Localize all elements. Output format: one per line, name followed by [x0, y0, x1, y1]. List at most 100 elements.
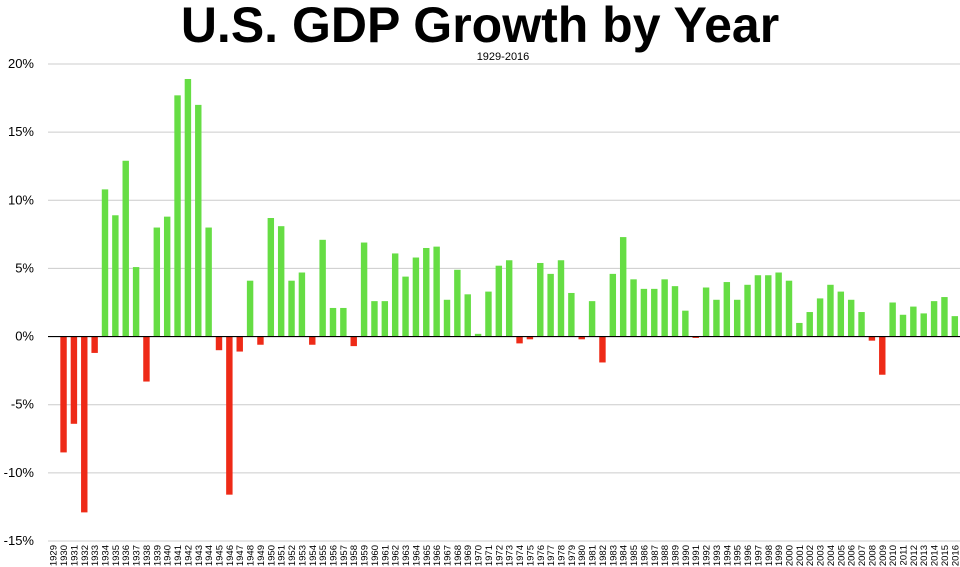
x-tick-label: 1995 — [733, 545, 744, 566]
x-tick-label: 1951 — [277, 545, 288, 566]
bar-1952 — [288, 280, 295, 337]
bar-1966 — [433, 246, 440, 337]
x-tick-label: 1979 — [567, 545, 578, 566]
x-tick-label: 1929 — [49, 545, 60, 566]
bar-1949 — [257, 336, 264, 345]
bar-2009 — [879, 336, 886, 375]
y-tick-label: 10% — [8, 192, 34, 207]
y-tick-labels: 20% 15% 10% 5% 0% -5% -10% -15% — [4, 56, 35, 548]
x-tick-label: 2003 — [816, 545, 827, 566]
chart-title: U.S. GDP Growth by Year — [180, 0, 780, 53]
x-tick-label: 1973 — [505, 545, 516, 566]
x-tick-label: 1976 — [536, 545, 547, 566]
x-tick-label: 2006 — [847, 545, 858, 566]
x-tick-label: 1959 — [360, 545, 371, 566]
x-tick-label: 1942 — [183, 545, 194, 566]
bar-1948 — [246, 280, 254, 337]
x-tick-label: 2005 — [836, 545, 847, 566]
bar-1985 — [630, 279, 637, 337]
bar-1944 — [205, 227, 212, 337]
bar-1957 — [340, 307, 347, 337]
bar-1981 — [588, 301, 596, 337]
x-tick-label: 1972 — [494, 545, 505, 566]
bar-2007 — [858, 312, 865, 337]
bar-1936 — [122, 160, 129, 337]
y-tick-label: 20% — [8, 56, 34, 71]
x-tick-label: 1982 — [598, 545, 609, 566]
bar-1947 — [236, 336, 243, 352]
bar-1968 — [454, 269, 461, 337]
bar-2013 — [920, 313, 927, 337]
bar-1973 — [505, 260, 513, 337]
x-tick-label: 1963 — [401, 545, 412, 566]
x-tick-label: 1981 — [588, 545, 599, 566]
y-tick-label: 15% — [8, 124, 34, 139]
bar-1997 — [754, 275, 762, 337]
bar-1988 — [661, 279, 668, 337]
x-tick-label: 1968 — [453, 545, 464, 566]
y-tick-label: 5% — [15, 260, 34, 275]
x-tick-label: 1940 — [163, 545, 174, 566]
x-tick-label: 1967 — [443, 545, 454, 566]
bar-2003 — [816, 298, 824, 337]
bar-2002 — [806, 312, 813, 337]
x-tick-label: 1954 — [308, 545, 319, 566]
bar-1984 — [619, 237, 627, 337]
bar-2015 — [941, 297, 948, 337]
bar-1990 — [682, 310, 689, 337]
x-tick-label: 2013 — [919, 545, 930, 566]
x-tick-label: 1990 — [681, 545, 692, 566]
x-tick-label: 1966 — [432, 545, 443, 566]
x-tick-label: 2012 — [909, 545, 920, 566]
bar-1938 — [143, 336, 150, 382]
x-tick-label: 1962 — [391, 545, 402, 566]
bar-1971 — [485, 291, 492, 337]
bar-1958 — [350, 336, 357, 347]
x-tick-label: 1953 — [297, 545, 308, 566]
x-tick-label: 1960 — [370, 545, 381, 566]
bar-2012 — [910, 306, 917, 337]
bar-1986 — [640, 288, 648, 337]
x-tick-labels: 1929 1930 1931 1932 1933 1934 1935 1936 1937 1938… — [49, 545, 960, 566]
x-tick-label: 1930 — [59, 545, 70, 566]
x-tick-label: 1935 — [111, 545, 122, 566]
x-tick-label: 1983 — [608, 545, 619, 566]
x-tick-label: 1988 — [660, 545, 671, 566]
x-tick-label: 1978 — [557, 545, 568, 566]
bar-1998 — [765, 275, 772, 337]
x-tick-label: 1938 — [142, 545, 153, 566]
bar-1955 — [319, 239, 326, 337]
x-tick-label: 1986 — [639, 545, 650, 566]
x-tick-label: 2010 — [888, 545, 899, 566]
bar-1961 — [381, 301, 389, 337]
bar-1934 — [101, 189, 109, 337]
x-tick-label: 1933 — [90, 545, 101, 566]
grid-lines — [48, 63, 960, 542]
bar-1975 — [526, 336, 534, 340]
x-tick-label: 1996 — [743, 545, 754, 566]
x-tick-label: 1934 — [101, 545, 112, 566]
x-tick-label: 1937 — [132, 545, 143, 566]
bar-1950 — [267, 218, 275, 337]
bar-2016 — [951, 316, 959, 337]
x-tick-label: 1964 — [411, 545, 422, 566]
x-tick-label: 2000 — [785, 545, 796, 566]
x-tick-label: 1932 — [80, 545, 91, 566]
x-tick-label: 1941 — [173, 545, 184, 566]
x-tick-label: 1969 — [463, 545, 474, 566]
bar-1937 — [132, 267, 140, 337]
x-tick-label: 1943 — [194, 545, 205, 566]
bar-1930 — [60, 336, 67, 453]
y-tick-label: -10% — [4, 465, 35, 480]
bar-1956 — [329, 307, 337, 337]
x-tick-label: 1949 — [256, 545, 267, 566]
x-tick-label: 1984 — [619, 545, 630, 566]
bar-1979 — [568, 292, 575, 337]
x-tick-label: 1965 — [422, 545, 433, 566]
bar-1976 — [537, 262, 544, 337]
y-tick-label: 0% — [15, 329, 34, 344]
x-tick-label: 1971 — [484, 545, 495, 566]
x-tick-label: 1961 — [380, 545, 391, 566]
bar-1941 — [174, 95, 181, 337]
bar-1969 — [464, 294, 471, 337]
